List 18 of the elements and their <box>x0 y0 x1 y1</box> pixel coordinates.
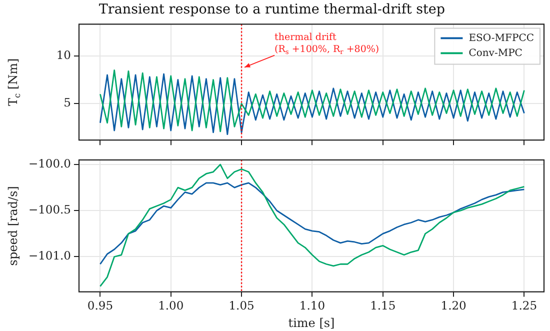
x-tick-label: 1.15 <box>370 298 396 313</box>
chart-title: Transient response to a runtime thermal-drift step <box>98 2 446 18</box>
y-tick-label: −100.5 <box>28 202 71 217</box>
x-tick-label: 1.10 <box>299 298 326 313</box>
legend-label: Conv-MPC <box>468 48 523 59</box>
y-tick-label: 5 <box>64 96 71 110</box>
x-tick-label: 1.20 <box>440 298 466 313</box>
x-tick-label: 1.05 <box>228 298 254 313</box>
y-tick-label: 10 <box>56 48 71 62</box>
x-tick-label: 0.95 <box>87 298 114 313</box>
x-tick-label: 1.00 <box>158 298 184 313</box>
x-tick-label: 1.25 <box>511 298 538 313</box>
y-tick-label: −101.0 <box>28 248 71 263</box>
x-axis-title: time [s] <box>288 316 335 330</box>
y-axis-title: Tc [Nm] <box>6 58 22 106</box>
y-tick-label: −100.0 <box>28 156 71 170</box>
legend-label: ESO-MFPCC <box>468 32 534 44</box>
y-axis-title: speed [rad/s] <box>6 186 20 266</box>
